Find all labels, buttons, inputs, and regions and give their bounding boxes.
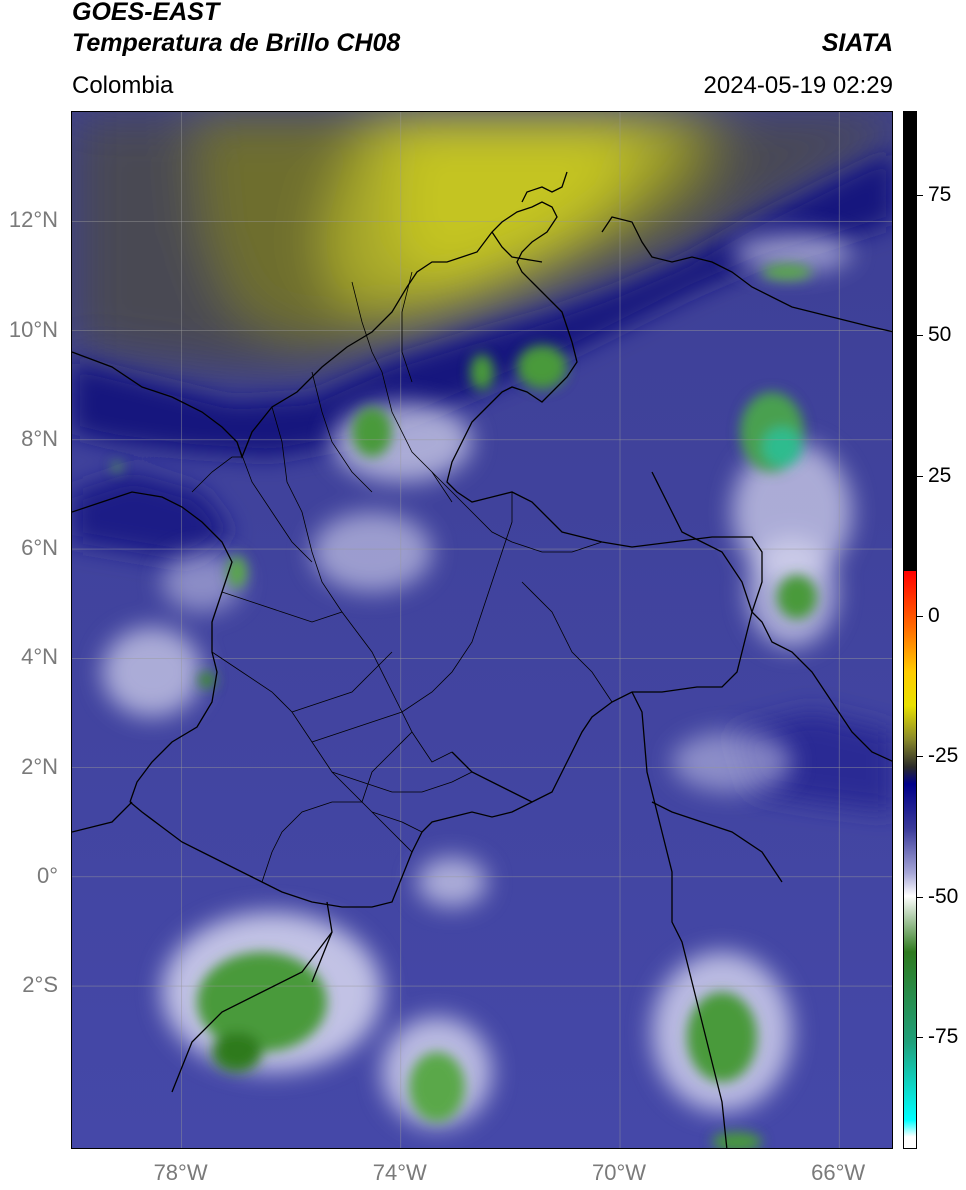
cold-cloud-tops bbox=[112, 264, 817, 1148]
longitude-tick-label: 70°W bbox=[591, 1160, 647, 1185]
colorbar-tick-mark bbox=[917, 335, 923, 337]
longitude-tick-label: 74°W bbox=[372, 1160, 427, 1185]
product-title: Temperatura de Brillo CH08 bbox=[72, 29, 401, 57]
colorbar-tick-mark bbox=[917, 1036, 923, 1038]
colorbar-tick-mark bbox=[917, 195, 923, 197]
latitude-tick-label: 10°N bbox=[8, 316, 58, 342]
latitude-tick-label: 0° bbox=[36, 862, 58, 888]
colorbar-tick-label: 50 bbox=[928, 323, 952, 347]
latitude-tick-label: 12°N bbox=[8, 207, 58, 233]
colorbar-tick-mark bbox=[917, 475, 923, 477]
colorbar-tick-label: -25 bbox=[928, 744, 959, 768]
region-label: Colombia bbox=[72, 72, 174, 99]
latitude-tick-label: 8°N bbox=[21, 425, 58, 451]
colorbar-tick-label: -50 bbox=[928, 884, 959, 908]
latitude-tick-label: 6°N bbox=[21, 535, 58, 561]
colorbar-tick-label: 25 bbox=[928, 463, 952, 487]
colorbar-tick-label: -75 bbox=[928, 1024, 959, 1048]
dry-air-region bbox=[72, 112, 892, 372]
temperature-colorbar bbox=[903, 111, 917, 1149]
colorbar-tick-mark bbox=[917, 615, 923, 617]
colorbar-tick-label: 75 bbox=[928, 183, 952, 207]
map-gridlines bbox=[72, 112, 892, 1148]
latitude-tick-label: 4°N bbox=[21, 644, 58, 670]
organization-label: SIATA bbox=[821, 29, 893, 57]
colorbar-tick-mark bbox=[917, 896, 923, 898]
map-canvas bbox=[72, 112, 892, 1148]
latitude-tick-label: 2°S bbox=[22, 972, 58, 998]
satellite-map[interactable] bbox=[71, 111, 893, 1149]
longitude-tick-label: 66°W bbox=[811, 1160, 866, 1185]
colorbar-tick-label: 0 bbox=[928, 603, 940, 627]
department-boundaries bbox=[191, 271, 613, 883]
datetime-label: 2024-05-19 02:29 bbox=[703, 72, 894, 99]
satellite-title: GOES-EAST bbox=[72, 0, 220, 26]
dark-band bbox=[72, 152, 892, 812]
colorbar-tick-mark bbox=[917, 756, 923, 758]
longitude-tick-label: 78°W bbox=[153, 1160, 208, 1185]
latitude-tick-label: 2°N bbox=[21, 753, 58, 779]
